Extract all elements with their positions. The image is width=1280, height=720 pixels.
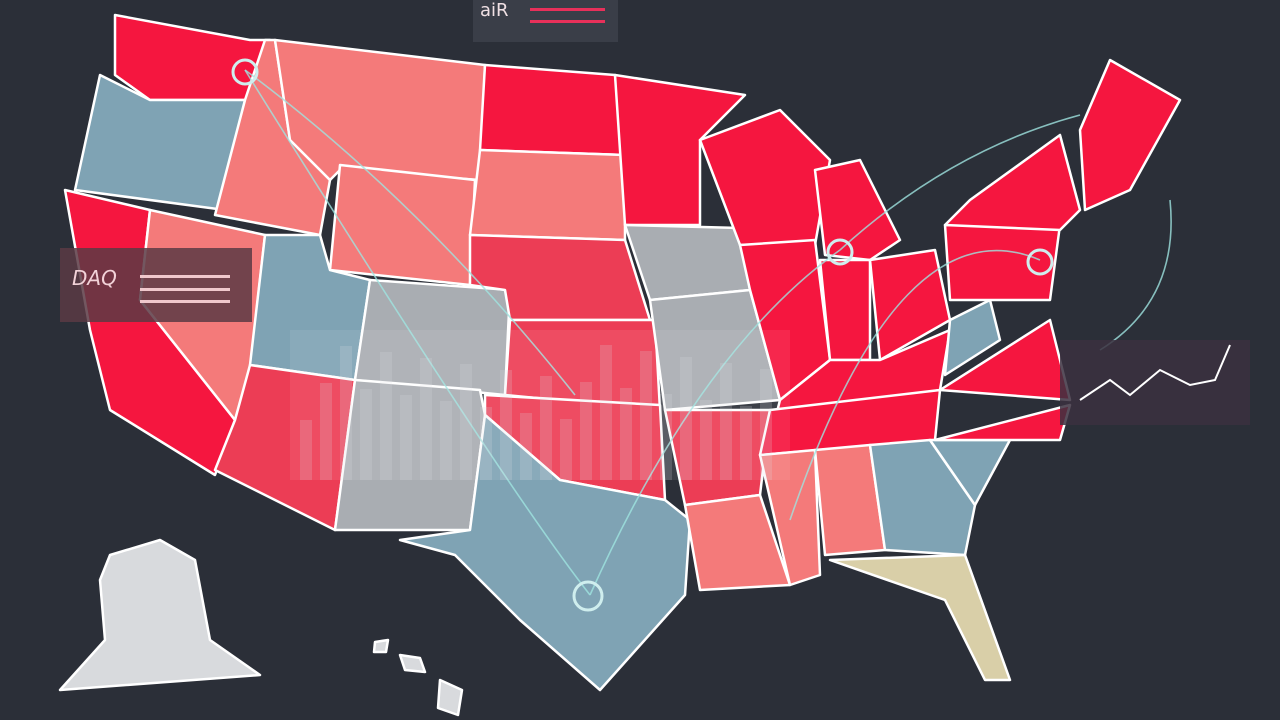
flight-arcs bbox=[231, 58, 1172, 612]
overlay-bar bbox=[660, 394, 672, 480]
state bbox=[943, 133, 1082, 232]
overlay-bar bbox=[520, 413, 532, 480]
state bbox=[943, 298, 1002, 377]
header-title: aiR bbox=[480, 0, 509, 21]
state bbox=[478, 63, 627, 157]
hub bbox=[1026, 248, 1054, 276]
overlay-bar bbox=[500, 370, 512, 480]
bar-overlay bbox=[290, 330, 790, 480]
us-map bbox=[58, 13, 1182, 717]
overlay-bar bbox=[680, 357, 692, 480]
state bbox=[213, 363, 357, 532]
overlay-bar bbox=[460, 364, 472, 480]
overlay-bar bbox=[600, 345, 612, 480]
panel-label: DAQ bbox=[72, 266, 117, 290]
overlay-bar bbox=[560, 419, 572, 480]
line-panel bbox=[1060, 340, 1250, 425]
overlay-bar bbox=[620, 388, 632, 480]
overlay-bar bbox=[300, 420, 312, 480]
overlay-bar bbox=[380, 352, 392, 480]
state bbox=[398, 413, 692, 692]
hawaii bbox=[436, 678, 464, 717]
hub bbox=[826, 238, 854, 266]
overlay-bar bbox=[360, 389, 372, 480]
overlay-bar bbox=[480, 407, 492, 480]
overlay-bar bbox=[740, 406, 752, 480]
state bbox=[828, 553, 1012, 682]
header-panel: aiR bbox=[473, 0, 618, 42]
state bbox=[468, 148, 627, 242]
state bbox=[818, 258, 872, 362]
hawaii bbox=[398, 653, 427, 674]
state bbox=[758, 448, 822, 587]
state bbox=[943, 223, 1062, 302]
info-panel: DAQ bbox=[60, 248, 252, 322]
hub bbox=[231, 58, 259, 86]
state bbox=[933, 403, 1072, 442]
overlay-bar bbox=[640, 351, 652, 480]
hub bbox=[572, 580, 604, 612]
overlay-bar bbox=[540, 376, 552, 480]
overlay-bar bbox=[760, 369, 772, 480]
hawaii bbox=[372, 638, 390, 654]
state bbox=[328, 163, 477, 287]
overlay-bar bbox=[440, 401, 452, 480]
overlay-bar bbox=[720, 363, 732, 480]
overlay-bar bbox=[340, 346, 352, 480]
overlay-bar bbox=[580, 382, 592, 480]
state bbox=[1078, 58, 1182, 212]
overlay-bar bbox=[700, 400, 712, 480]
state bbox=[813, 158, 902, 262]
state bbox=[613, 73, 747, 227]
overlay-bar bbox=[420, 358, 432, 480]
overlay-bar bbox=[320, 383, 332, 480]
alaska bbox=[58, 538, 262, 692]
overlay-bar bbox=[400, 395, 412, 480]
